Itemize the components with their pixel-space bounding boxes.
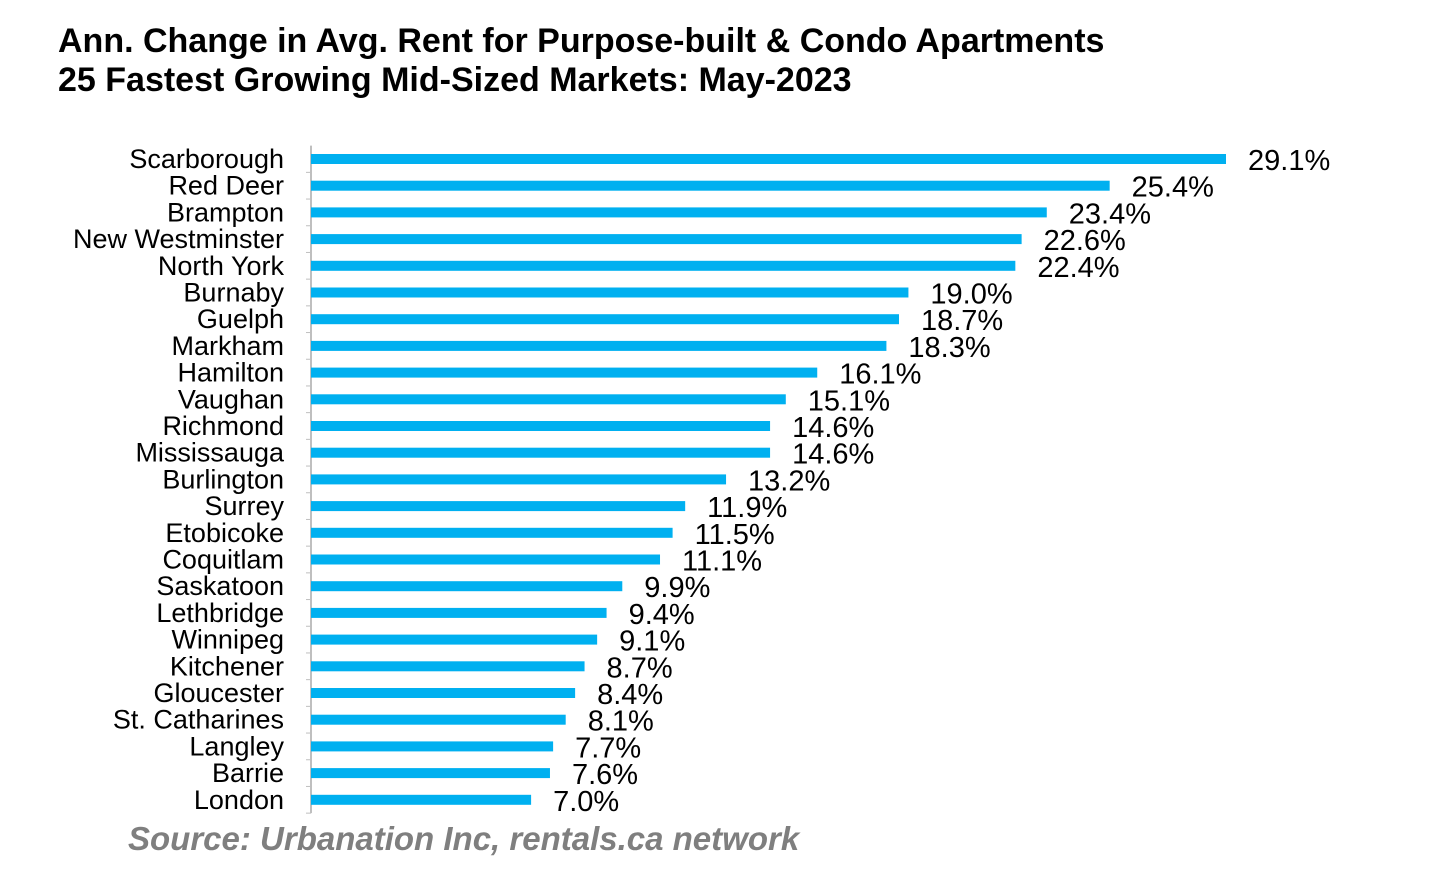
- category-label: Barrie: [212, 758, 284, 788]
- data-label: 16.1%: [839, 359, 921, 391]
- category-label: Guelph: [197, 304, 284, 334]
- chart-axis: [306, 145, 312, 814]
- data-label: 18.3%: [908, 332, 990, 364]
- data-label: 7.7%: [575, 732, 641, 764]
- bar: [311, 287, 909, 298]
- data-label: 11.9%: [707, 492, 787, 524]
- category-label: Burlington: [162, 464, 284, 494]
- data-label: 8.1%: [588, 706, 654, 738]
- data-label: 14.6%: [792, 439, 874, 471]
- bar: [311, 180, 1110, 191]
- data-label: 29.1%: [1248, 145, 1330, 177]
- category-label: Red Deer: [168, 171, 284, 201]
- bar: [311, 741, 554, 752]
- category-label: Brampton: [167, 197, 284, 227]
- category-label: Etobicoke: [165, 518, 284, 548]
- bar: [311, 688, 576, 698]
- category-label: St. Catharines: [113, 705, 284, 735]
- bar: [311, 474, 727, 485]
- data-label: 18.7%: [921, 305, 1003, 337]
- bar: [311, 581, 623, 592]
- value-labels: 29.1% 25.4%23.4%22.6%22.4% 19.0%18.7%18.3%…: [553, 145, 1330, 818]
- data-label: 7.6%: [572, 759, 638, 791]
- data-label: 13.2%: [748, 465, 830, 497]
- bar: [311, 501, 686, 512]
- bar: [311, 207, 1047, 218]
- data-label: 19.0%: [930, 279, 1012, 311]
- data-label: 9.4%: [629, 599, 695, 631]
- category-label: Vaughan: [178, 384, 284, 414]
- chart-bars: [311, 154, 1226, 805]
- data-label: 15.1%: [808, 385, 890, 417]
- category-label: Langley: [189, 731, 284, 761]
- category-label: Richmond: [162, 411, 284, 441]
- bar: [311, 794, 532, 805]
- chart-title-line-1: Ann. Change in Avg. Rent for Purpose-bui…: [58, 22, 1105, 60]
- data-label: 11.5%: [695, 519, 775, 551]
- bar: [311, 234, 1022, 245]
- bar: [311, 421, 771, 431]
- data-label: 9.1%: [619, 626, 685, 658]
- bar: [311, 260, 1016, 271]
- category-label: Lethbridge: [156, 598, 284, 628]
- bar: [311, 367, 818, 378]
- category-label: Gloucester: [153, 678, 284, 708]
- bar: [311, 527, 673, 538]
- data-label: 23.4%: [1069, 198, 1151, 230]
- category-label: Surrey: [204, 491, 284, 521]
- category-label: Coquitlam: [162, 545, 284, 575]
- bar: [311, 394, 786, 405]
- category-label: Scarborough: [129, 144, 284, 174]
- bar: [311, 154, 1226, 164]
- category-label: Burnaby: [183, 278, 284, 308]
- source-note: Source: Urbanation Inc, rentals.ca netwo…: [128, 820, 800, 857]
- chart-title: Ann. Change in Avg. Rent for Purpose-bui…: [58, 22, 1104, 100]
- chart-title-line-2: 25 Fastest Growing Mid-Sized Markets: Ma…: [58, 61, 852, 99]
- data-label: 11.1%: [682, 546, 762, 578]
- category-label: Markham: [171, 331, 284, 361]
- category-label: London: [194, 785, 284, 815]
- category-label: Kitchener: [170, 651, 284, 681]
- category-label: Mississauga: [135, 438, 285, 468]
- category-label: Winnipeg: [171, 625, 284, 655]
- bar: [311, 661, 585, 672]
- bar: [311, 314, 899, 325]
- bar: [311, 768, 550, 779]
- category-label: Hamilton: [177, 358, 284, 388]
- data-label: 22.4%: [1037, 252, 1119, 284]
- category-label: New Westminster: [73, 224, 284, 254]
- data-label: 8.7%: [607, 652, 673, 684]
- bar: [311, 340, 887, 351]
- bar: [311, 634, 598, 645]
- category-label: Saskatoon: [156, 571, 284, 601]
- data-label: 7.0%: [553, 786, 619, 818]
- data-label: 14.6%: [792, 412, 874, 444]
- bar: [311, 607, 607, 618]
- category-label: North York: [158, 251, 285, 281]
- data-label: 8.4%: [597, 679, 663, 711]
- bar: [311, 554, 661, 565]
- data-label: 25.4%: [1132, 172, 1214, 204]
- data-label: 9.9%: [644, 572, 710, 604]
- bar: [311, 447, 771, 458]
- data-label: 22.6%: [1044, 225, 1126, 257]
- bar: [311, 714, 566, 725]
